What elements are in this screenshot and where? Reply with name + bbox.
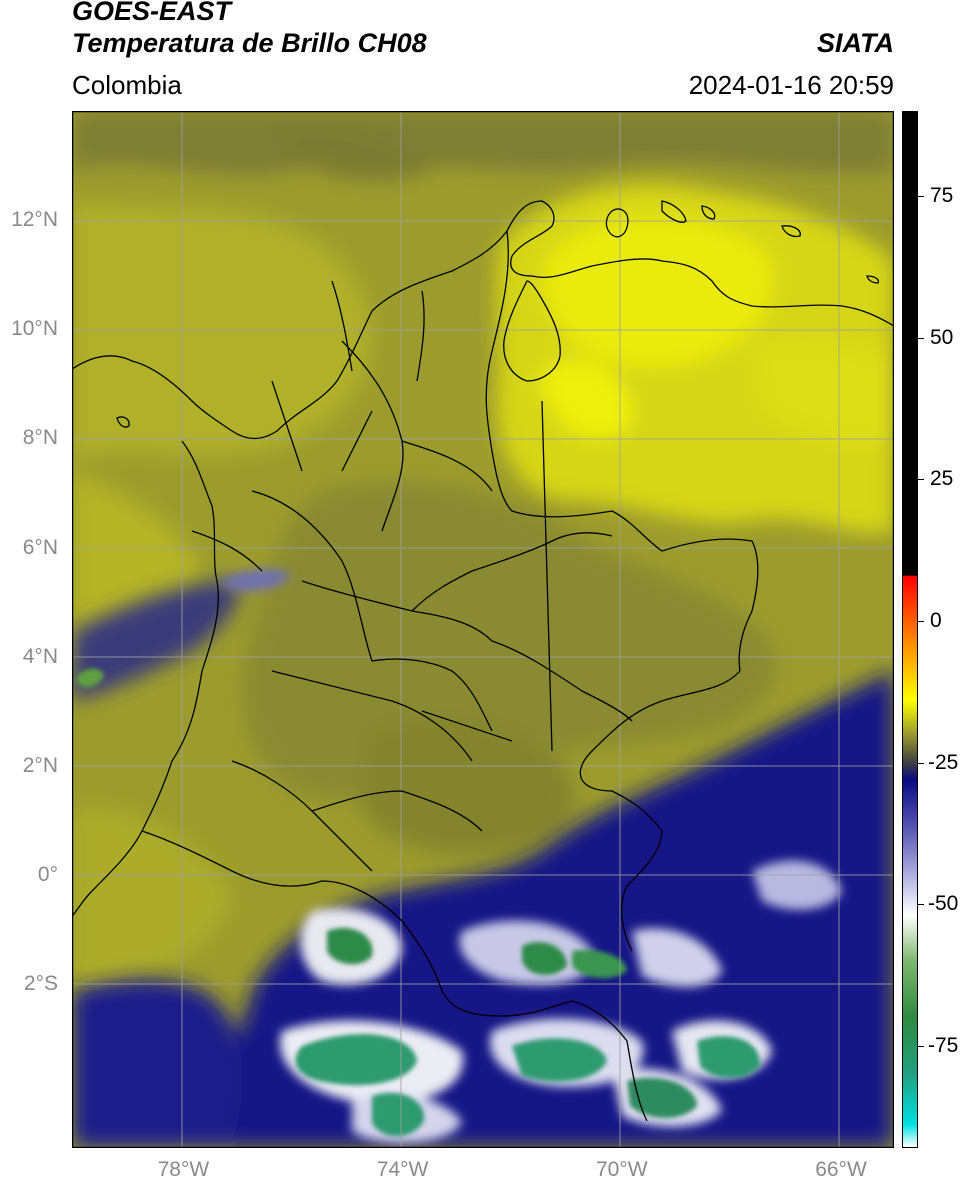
product-title: Temperatura de Brillo CH08 — [72, 28, 427, 58]
lat-tick-label: 0° — [37, 863, 58, 887]
colorbar-tick — [918, 479, 924, 481]
warm-yellow-region — [496, 183, 894, 534]
borders — [72, 200, 894, 1122]
colorbar-tick — [918, 337, 924, 339]
colorbar-tick-label: 0 — [930, 609, 942, 632]
satellite-title: GOES-EAST — [72, 0, 232, 26]
olive-interior — [242, 481, 776, 855]
lon-tick-label: 66°W — [815, 1158, 867, 1181]
colorbar-tick — [918, 621, 924, 622]
graticule — [72, 111, 894, 1148]
satellite-map — [72, 111, 894, 1148]
lat-tick-label: 2°S — [23, 972, 58, 996]
colorbar-tick-label: 50 — [930, 325, 954, 349]
colorbar-tick-label: -75 — [928, 1034, 959, 1057]
source-label: SIATA — [817, 28, 894, 58]
lon-tick-label: 70°W — [596, 1158, 648, 1181]
colorbar-tick-label: 25 — [930, 467, 954, 491]
timestamp-label: 2024-01-16 20:59 — [688, 70, 894, 100]
colorbar-tick-label: -25 — [928, 750, 959, 774]
colorbar — [902, 111, 918, 1148]
colorbar-tick-label: -50 — [928, 892, 959, 916]
colorbar-tick — [918, 762, 924, 764]
lat-tick-label: 8°N — [22, 426, 58, 450]
lon-tick-label: 78°W — [157, 1158, 210, 1181]
lat-tick-label: 4°N — [22, 644, 58, 668]
region-subtitle: Colombia — [72, 70, 182, 100]
colorbar-tick — [918, 1046, 924, 1047]
lat-tick-label: 6°N — [22, 535, 58, 559]
lat-tick-label: 10°N — [11, 317, 58, 341]
map-svg — [72, 111, 894, 1148]
colorbar-tick — [918, 904, 924, 906]
lat-tick-label: 12°N — [11, 208, 58, 232]
map-frame — [72, 111, 894, 1148]
lat-tick-label: 2°N — [22, 753, 58, 777]
dark-olive-band-top — [72, 111, 894, 181]
cold-cores — [77, 668, 761, 1137]
colorbar-tick — [918, 196, 924, 197]
lon-tick-label: 74°W — [376, 1158, 429, 1181]
colorbar-tick-label: 75 — [930, 184, 954, 207]
